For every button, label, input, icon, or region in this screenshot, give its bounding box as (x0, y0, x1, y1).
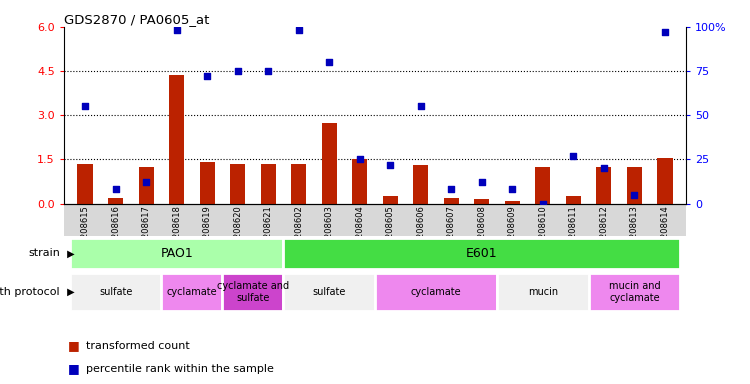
Point (110, 186, 122, 192)
Point (415, 103, 427, 109)
Text: transformed count: transformed count (86, 341, 190, 351)
Point (537, 200, 549, 207)
Bar (596, 167, 611, 204)
Point (292, 27, 304, 33)
Text: ■: ■ (68, 339, 80, 352)
Bar (444, 198, 459, 204)
Bar (200, 162, 214, 204)
Text: PAO1: PAO1 (160, 247, 193, 260)
Text: cyclamate: cyclamate (411, 287, 461, 297)
Text: ▶: ▶ (64, 287, 74, 297)
Bar (291, 164, 306, 204)
Text: growth protocol: growth protocol (0, 287, 60, 297)
Point (384, 162, 396, 168)
Point (659, 29, 671, 35)
Text: cyclamate: cyclamate (166, 287, 218, 297)
Text: GDS2870 / PA0605_at: GDS2870 / PA0605_at (64, 13, 209, 26)
Bar (536, 167, 550, 204)
Bar (169, 76, 184, 204)
Bar (230, 164, 245, 204)
Point (506, 186, 518, 192)
Bar (284, 238, 680, 269)
Bar (474, 199, 490, 204)
Point (598, 165, 610, 171)
Bar (77, 164, 93, 204)
Bar (497, 273, 589, 311)
Text: ▶: ▶ (64, 248, 74, 258)
Text: sulfate: sulfate (99, 287, 132, 297)
Text: sulfate: sulfate (313, 287, 346, 297)
Bar (108, 198, 123, 204)
Text: ■: ■ (68, 362, 80, 375)
Bar (352, 159, 368, 204)
Bar (161, 273, 223, 311)
Point (476, 179, 488, 185)
Point (140, 179, 152, 185)
Bar (260, 164, 276, 204)
Text: percentile rank within the sample: percentile rank within the sample (86, 364, 274, 374)
Bar (627, 167, 642, 204)
Point (323, 59, 335, 65)
Bar (589, 273, 680, 311)
Point (262, 68, 274, 74)
Bar (566, 196, 581, 204)
Point (354, 156, 366, 162)
Bar (657, 158, 673, 204)
Text: cyclamate and
sulfate: cyclamate and sulfate (217, 281, 289, 303)
Point (446, 186, 458, 192)
Bar (505, 200, 520, 204)
Bar (375, 273, 497, 311)
Point (232, 68, 244, 74)
Text: mucin and
cyclamate: mucin and cyclamate (608, 281, 660, 303)
Bar (70, 238, 284, 269)
Point (171, 27, 183, 33)
Point (201, 73, 213, 79)
Bar (322, 122, 337, 204)
Bar (284, 273, 375, 311)
Point (79, 103, 91, 109)
Bar (413, 165, 428, 204)
Text: mucin: mucin (528, 287, 558, 297)
Bar (223, 273, 284, 311)
Point (567, 153, 579, 159)
Bar (382, 196, 398, 204)
Point (628, 192, 640, 198)
Text: strain: strain (28, 248, 60, 258)
Bar (139, 167, 154, 204)
Text: E601: E601 (466, 247, 497, 260)
Bar (70, 273, 161, 311)
